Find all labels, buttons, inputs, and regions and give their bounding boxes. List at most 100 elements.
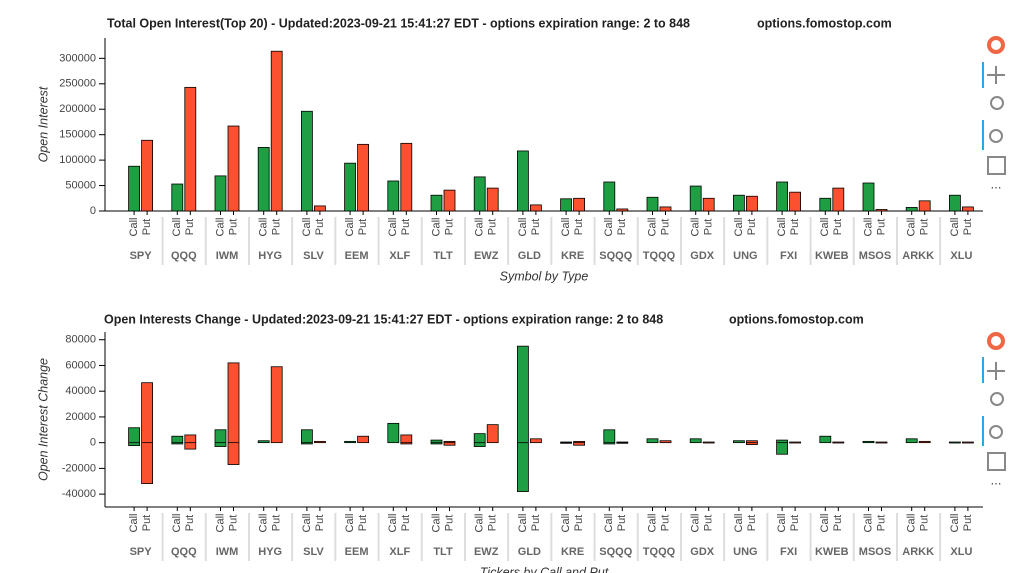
x-sub-label: Put	[443, 219, 455, 236]
bar	[905, 438, 918, 444]
bar	[214, 429, 227, 447]
bokeh-logo[interactable]	[987, 36, 1005, 54]
x-sub-label: Call	[690, 514, 702, 533]
bar	[270, 50, 283, 212]
bokeh-logo[interactable]	[987, 332, 1005, 350]
y-tick-label: -40000	[62, 488, 96, 500]
bar	[400, 142, 413, 212]
bar	[344, 440, 357, 444]
x-sub-label: Call	[776, 218, 788, 237]
bar	[387, 422, 400, 444]
chart-title: Open Interests Change - Updated:2023-09-…	[104, 312, 663, 326]
x-sub-label: Call	[258, 218, 270, 237]
x-sub-label: Put	[443, 515, 455, 532]
x-sub-label: Put	[789, 515, 801, 532]
bar	[530, 438, 542, 444]
toolbar: ⋯ ⋯	[982, 36, 1006, 490]
x-group-label: TLT	[433, 546, 453, 558]
y-tick-label: 0	[90, 205, 96, 217]
x-group-label: EWZ	[474, 546, 499, 558]
bar	[746, 195, 758, 212]
zoom-tool[interactable]	[990, 392, 1004, 406]
x-sub-label: Put	[616, 219, 628, 236]
bar	[875, 441, 888, 444]
x-group-label: SLV	[303, 546, 324, 558]
bar	[357, 435, 370, 444]
y-tick-label: -20000	[62, 462, 96, 474]
x-group-label: SLV	[303, 250, 324, 262]
pan-tool[interactable]	[987, 66, 1005, 84]
bar	[313, 440, 326, 444]
bar	[486, 424, 499, 444]
x-group-label: TQQQ	[643, 546, 676, 558]
x-sub-label: Call	[214, 218, 226, 237]
x-sub-label: Put	[919, 219, 931, 236]
bar	[473, 176, 486, 212]
x-sub-label: Put	[573, 219, 585, 236]
x-sub-label: Call	[949, 218, 961, 237]
x-sub-label: Put	[314, 515, 326, 532]
x-sub-label: Put	[789, 219, 801, 236]
bar	[733, 194, 745, 212]
bar	[530, 204, 542, 212]
x-sub-label: Put	[616, 515, 628, 532]
x-group-label: KRE	[561, 250, 584, 262]
x-sub-label: Put	[227, 515, 239, 532]
y-tick-label: 100000	[59, 154, 96, 166]
x-group-label: FXI	[780, 546, 797, 558]
bar	[387, 180, 400, 212]
x-sub-label: Call	[258, 514, 270, 533]
bar	[646, 196, 659, 212]
x-sub-label: Call	[776, 514, 788, 533]
x-sub-label: Put	[271, 219, 283, 236]
x-group-label: XLF	[389, 546, 410, 558]
y-tick-label: 60000	[65, 359, 96, 371]
bar	[227, 362, 240, 465]
x-sub-label: Put	[530, 219, 542, 236]
x-group-label: MSOS	[859, 546, 891, 558]
x-sub-label: Put	[141, 219, 153, 236]
x-sub-label: Put	[832, 219, 844, 236]
x-sub-label: Call	[128, 218, 140, 237]
x-sub-label: Call	[171, 514, 183, 533]
bar	[141, 382, 154, 484]
y-tick-label: 200000	[59, 103, 96, 115]
x-group-label: EWZ	[474, 250, 499, 262]
bar	[659, 440, 672, 444]
bar	[733, 440, 745, 444]
tool-active	[982, 120, 984, 150]
bar	[227, 125, 240, 212]
x-sub-label: Put	[314, 219, 326, 236]
bar	[776, 181, 788, 212]
x-sub-label: Put	[962, 515, 974, 532]
bar	[789, 441, 801, 444]
x-group-label: GDX	[690, 546, 715, 558]
save-tool[interactable]	[987, 452, 1006, 471]
bar	[313, 205, 326, 212]
bar	[905, 207, 918, 212]
y-tick-label: 0	[90, 437, 96, 449]
more-tools[interactable]: ⋯	[991, 182, 1002, 194]
bar	[603, 181, 616, 212]
x-sub-label: Call	[387, 514, 399, 533]
x-sub-label: Call	[214, 514, 226, 533]
bar	[832, 441, 845, 444]
x-sub-label: Put	[832, 515, 844, 532]
bar	[473, 433, 486, 447]
wheel-zoom-tool[interactable]	[989, 425, 1003, 439]
zoom-tool[interactable]	[990, 96, 1004, 110]
x-sub-label: Put	[357, 515, 369, 532]
save-tool[interactable]	[987, 156, 1006, 175]
pan-tool[interactable]	[987, 362, 1005, 380]
x-sub-label: Put	[141, 515, 153, 532]
x-group-label: GLD	[518, 546, 541, 558]
x-group-label: XLU	[950, 250, 972, 262]
more-tools[interactable]: ⋯	[991, 478, 1002, 490]
wheel-zoom-tool[interactable]	[989, 129, 1003, 143]
bar	[689, 185, 702, 212]
x-group-label: KWEB	[815, 546, 849, 558]
y-axis-label: Open Interest Change	[36, 358, 50, 481]
bar	[257, 440, 270, 444]
x-sub-label: Put	[487, 515, 499, 532]
